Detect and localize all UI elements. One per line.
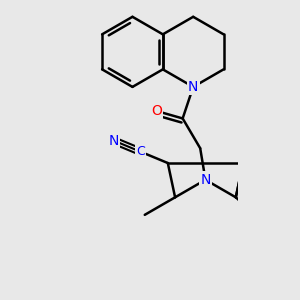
Text: N: N [188, 80, 198, 94]
Text: C: C [136, 145, 145, 158]
Text: N: N [109, 134, 119, 148]
Text: O: O [151, 104, 162, 118]
Text: N: N [200, 173, 211, 187]
